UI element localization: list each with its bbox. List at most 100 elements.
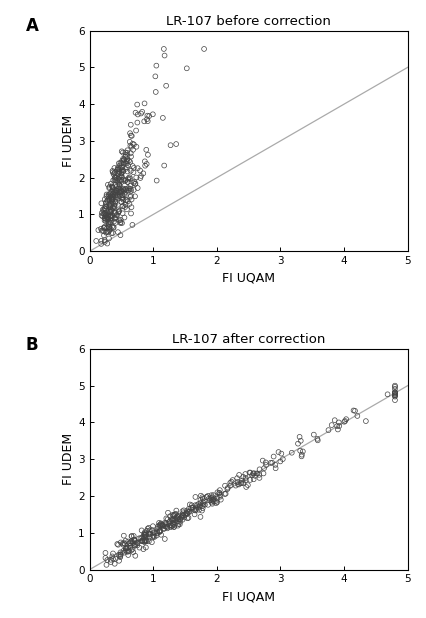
Point [155,518,162,528]
Point [127,184,134,194]
Point [138,171,144,181]
Point [129,220,136,230]
Point [199,494,206,504]
Point [118,218,125,228]
Point [107,205,114,214]
Point [142,161,149,171]
Point [158,519,164,528]
Point [127,130,134,140]
Point [157,526,164,536]
Point [176,519,183,529]
Point [116,161,123,171]
Point [391,391,398,400]
Point [254,468,261,478]
Point [298,450,305,460]
Point [184,507,191,517]
Point [116,187,123,197]
Point [240,472,247,482]
Point [197,501,204,510]
Point [222,489,229,499]
Point [268,458,274,468]
Point [391,387,398,397]
Point [150,521,156,531]
Point [159,520,166,530]
Point [119,193,126,203]
Point [275,447,282,457]
Point [117,164,124,174]
Point [325,425,332,435]
Point [154,527,161,536]
Point [141,528,148,538]
Point [118,158,125,168]
Point [295,439,302,449]
Point [121,185,127,195]
Point [118,197,125,207]
Point [176,515,183,525]
Point [142,532,149,542]
Point [109,167,116,177]
Point [119,193,126,203]
Point [119,201,126,211]
Point [109,192,116,201]
Point [106,222,113,232]
Point [109,182,115,192]
Point [130,531,137,541]
Point [101,216,108,226]
Point [232,481,239,491]
Point [120,157,127,167]
Point [169,521,176,531]
Point [269,458,276,468]
Point [192,500,199,510]
Point [102,553,109,563]
Point [247,475,253,485]
Point [391,387,398,397]
Point [172,514,178,524]
Point [113,173,120,183]
Point [104,227,111,237]
Point [101,231,107,240]
Point [174,517,181,527]
Point [121,531,127,541]
Point [118,146,125,156]
Point [115,556,122,565]
Point [127,174,133,184]
Point [124,166,131,176]
Point [115,205,122,214]
Point [112,167,118,177]
Point [105,218,112,227]
Point [350,405,357,415]
Point [277,457,284,467]
Point [210,490,217,500]
Point [130,161,136,171]
Point [211,494,218,504]
Point [134,99,141,109]
Point [391,387,398,397]
Point [128,536,135,546]
Point [179,510,186,520]
Point [112,197,119,206]
Point [152,72,159,82]
Point [127,541,134,551]
Point [134,540,141,550]
Point [104,195,111,205]
Point [114,539,121,549]
Point [106,201,113,211]
Point [334,421,340,431]
Point [109,182,116,192]
Point [124,197,131,206]
Point [127,192,134,201]
Point [250,468,256,478]
Point [105,192,112,201]
Point [214,493,221,503]
Point [351,406,358,416]
Point [118,168,125,178]
Point [121,188,128,198]
Point [108,228,115,238]
Point [111,559,118,569]
Point [125,175,132,185]
Point [208,496,215,506]
Point [354,411,361,421]
Point [108,193,115,203]
Point [114,210,121,220]
Point [261,464,268,473]
